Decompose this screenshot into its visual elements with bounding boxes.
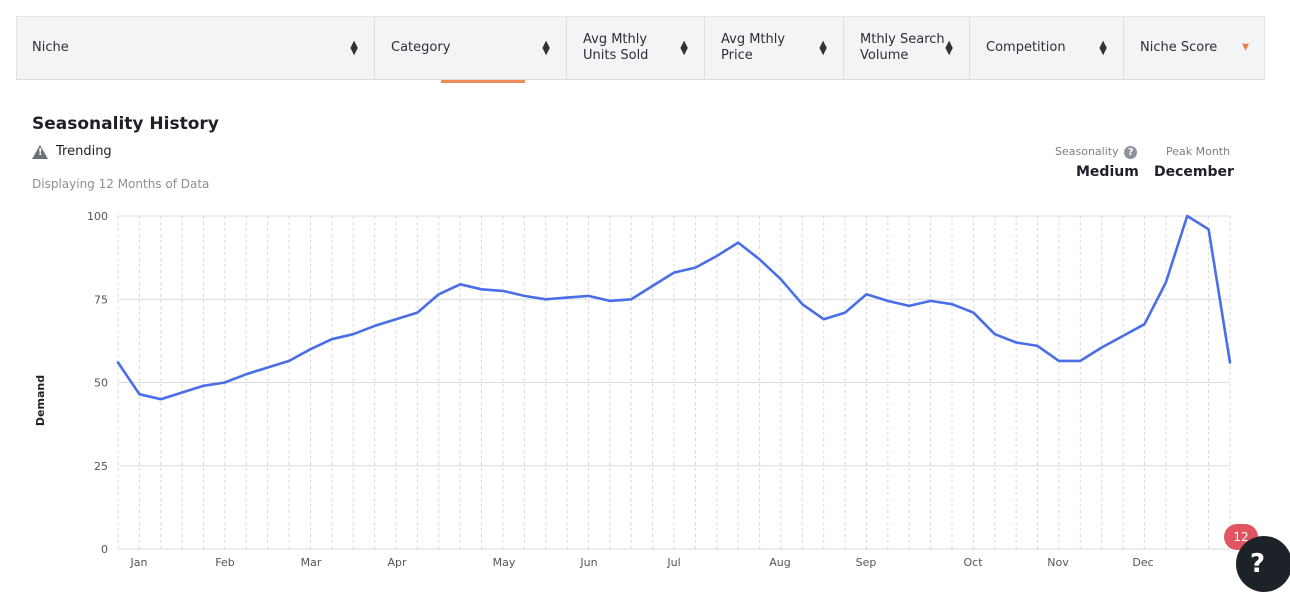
y-tick-label: 50 [94,377,108,390]
help-question-icon[interactable]: ? [1124,145,1138,159]
table-header [16,16,1265,80]
warning-icon [32,144,48,159]
column-header-label: Category [391,40,451,55]
demand-series-line [116,214,1232,401]
column-header-label: Mthly Search Volume [860,32,945,63]
column-header-6[interactable]: Niche Score ▼ [1124,17,1265,79]
sort-icon[interactable]: ▲ ▼ [945,39,953,57]
sort-desc-icon[interactable]: ▼ [1242,42,1249,53]
x-tick-label: Aug [769,556,790,569]
x-tick-label: Jul [666,556,680,569]
y-tick-label: 100 [87,210,108,223]
sort-icon[interactable]: ▲ ▼ [1099,39,1107,57]
sort-icon[interactable]: ▲ ▼ [542,39,550,57]
seasonality-chart: 0 25 50 75 100 Jan Feb Mar Apr May Jun Jul Aug Sep Oct… [34,210,1232,569]
peak-month-value: December [1154,164,1234,180]
x-tick-label: Sep [856,556,877,569]
column-header-label: Avg Mthly Units Sold [583,32,649,63]
x-tick-label: Nov [1047,556,1069,569]
x-tick-label: Apr [387,556,407,569]
x-tick-label: Dec [1132,556,1153,569]
column-header-label: Niche [32,40,69,55]
seasonality-value: Medium [1076,164,1139,180]
y-tick-label: 0 [101,543,108,556]
x-tick-label: Jan [130,556,148,569]
peak-month-label: Peak Month [1166,145,1231,158]
trend-indicator: Trending [32,144,112,159]
column-header-1[interactable]: Category ▲ ▼ [375,17,567,79]
column-header-label: Competition [986,40,1066,55]
data-range-label: Displaying 12 Months of Data [32,177,210,191]
y-axis-label: Demand [34,375,47,426]
y-tick-label: 25 [94,460,108,473]
x-tick-label: Feb [215,556,234,569]
help-chat-button[interactable]: ? [1236,536,1290,592]
x-tick-label: May [493,556,516,569]
section-title: Seasonality History [32,114,219,134]
x-tick-label: Mar [301,556,322,569]
column-header-0[interactable]: Niche ▲ ▼ [16,17,375,79]
active-column-underline [441,80,525,83]
column-header-3[interactable]: Avg Mthly Price ▲ ▼ [705,17,844,79]
column-header-label: Avg Mthly Price [721,32,786,63]
sort-icon[interactable]: ▲ ▼ [819,39,827,57]
x-tick-label: Jun [579,556,597,569]
column-header-4[interactable]: Mthly Search Volume ▲ ▼ [844,17,970,79]
y-tick-label: 75 [94,293,108,306]
sort-icon[interactable]: ▲ ▼ [350,39,358,57]
trend-label: Trending [56,144,112,159]
column-header-label: Niche Score [1140,40,1218,55]
x-tick-label: Oct [963,556,983,569]
notification-badge[interactable]: 12 [1224,524,1258,550]
column-header-2[interactable]: Avg Mthly Units Sold ▲ ▼ [567,17,705,79]
seasonality-label: Seasonality ? [1055,145,1138,159]
column-header-5[interactable]: Competition ▲ ▼ [970,17,1124,79]
sort-icon[interactable]: ▲ ▼ [680,39,688,57]
